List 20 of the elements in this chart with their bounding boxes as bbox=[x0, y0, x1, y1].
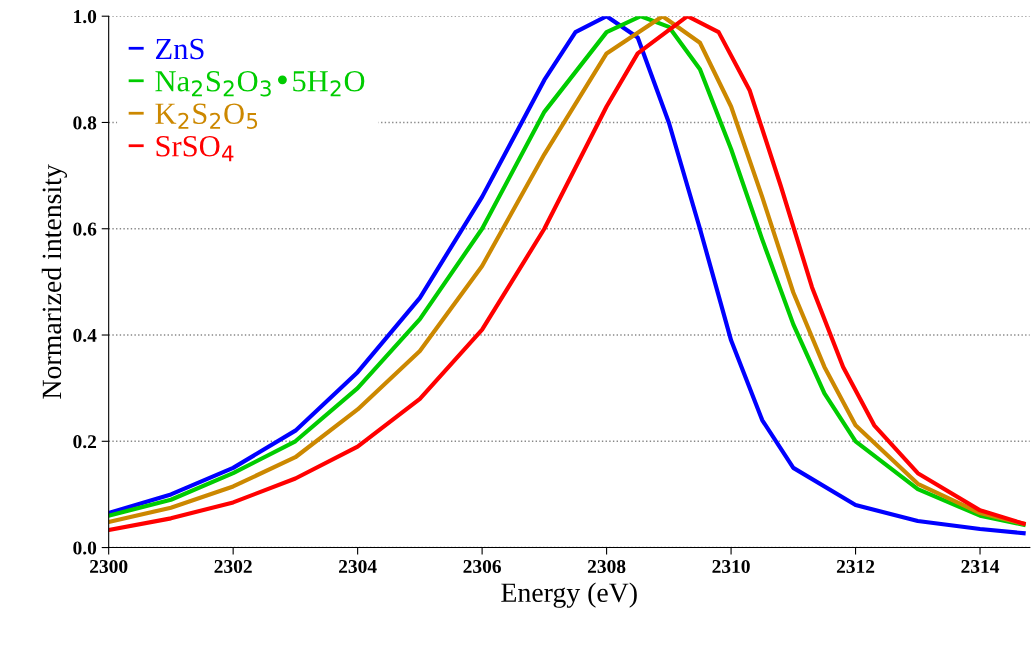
y-axis-title: Normarized intensity bbox=[41, 164, 68, 399]
x-tick-label: 2306 bbox=[463, 559, 501, 574]
x-tick-label: 2308 bbox=[587, 559, 626, 574]
legend-label: SrSO$_{4}$ bbox=[156, 135, 234, 162]
legend-label: K$_{2}$S$_{2}$O$_{5}$ bbox=[155, 103, 258, 130]
y-tick-label: 0.8 bbox=[73, 116, 97, 130]
x-tick-label: 2312 bbox=[836, 559, 875, 574]
x-tick-label: 2314 bbox=[961, 559, 1000, 574]
y-tick-label: 0.0 bbox=[73, 541, 97, 555]
y-tick-label: 0.2 bbox=[73, 435, 97, 449]
x-tick-label: 2300 bbox=[90, 559, 128, 574]
x-tick-label: 2304 bbox=[339, 559, 377, 574]
legend-label: ZnS bbox=[155, 38, 204, 60]
y-tick-label: 0.4 bbox=[73, 328, 97, 343]
x-tick-label: 2310 bbox=[712, 559, 750, 574]
text: Na$_{2}$S$_{2}$O$_{3}$•5H$_{2}$O bbox=[155, 70, 365, 97]
y-tick-label: 1.0 bbox=[74, 10, 97, 24]
y-tick-label: 0.6 bbox=[73, 222, 97, 236]
x-tick-label: 2302 bbox=[214, 559, 252, 574]
x-axis-title: Energy (eV) bbox=[501, 582, 637, 608]
